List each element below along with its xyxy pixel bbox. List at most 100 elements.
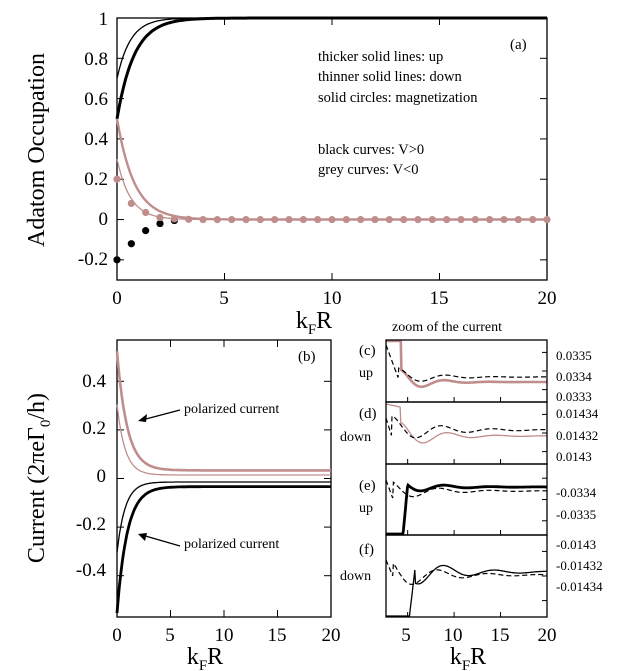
arrow-polarized-bottom bbox=[141, 534, 181, 547]
zoom-d-ytick: 0.01432 bbox=[556, 428, 598, 443]
zoom-xtick: 10 bbox=[444, 625, 463, 646]
zoom-d-label: (d) bbox=[359, 406, 377, 422]
zoom-f-label: (f) bbox=[359, 542, 374, 558]
panel-a-ytick: 0 bbox=[99, 209, 109, 230]
zoom-d-ytick: 0.01434 bbox=[556, 406, 599, 421]
zoom-series-line bbox=[386, 339, 547, 389]
zoom-e-label: (e) bbox=[359, 478, 376, 494]
panel-b-xtick: 0 bbox=[112, 625, 122, 646]
panel-a-magnetization-point bbox=[471, 215, 479, 224]
zoom-c-ytick: 0.0335 bbox=[556, 348, 592, 363]
panel-a-magnetization-point bbox=[443, 215, 451, 224]
zoom-c-ytick: 0.0333 bbox=[556, 389, 592, 404]
legend-line: grey curves: V<0 bbox=[318, 162, 419, 178]
zoom-c-side: up bbox=[359, 366, 373, 381]
panel-b-xtick: 15 bbox=[268, 625, 287, 646]
panel-b-frame bbox=[116, 339, 332, 618]
panel-a-magnetization-point bbox=[371, 215, 379, 224]
panel-a-magnetization-point bbox=[285, 215, 293, 224]
arrowhead-bottom bbox=[138, 533, 147, 541]
panel-a-xtick: 0 bbox=[112, 288, 122, 309]
zoom-xlabel: kFR bbox=[450, 644, 486, 671]
panel-a-magnetization-point bbox=[428, 215, 436, 224]
panel-b-label: (b) bbox=[298, 349, 316, 365]
panel-a-magnetization-point bbox=[156, 213, 164, 222]
zoom-e-frame bbox=[385, 463, 548, 536]
panel-b-series-line bbox=[116, 404, 331, 476]
annotation-polarized-top: polarized current bbox=[184, 402, 279, 417]
panel-a-magnetization-point bbox=[328, 215, 336, 224]
panel-a-magnetization-point bbox=[500, 215, 508, 224]
panel-a-magnetization-point bbox=[529, 215, 537, 224]
panel-b-series-line bbox=[115, 351, 331, 472]
zoom-f-frame bbox=[385, 534, 548, 618]
panel-a-magnetization-point bbox=[242, 215, 250, 224]
panel-a-magnetization-point bbox=[357, 215, 365, 224]
panel-b-ytick: 0.4 bbox=[82, 371, 106, 392]
panel-a-magnetization-point bbox=[543, 215, 551, 224]
panel-a-ytick: 0.4 bbox=[84, 129, 108, 150]
panel-b-ytick: -0.4 bbox=[76, 560, 107, 581]
panel-a-ytick: 0.8 bbox=[84, 49, 108, 70]
panel-b: 0.4 0.2 0 -0.2 -0.4 0 5 10 15 20 kFR Cur… bbox=[24, 339, 341, 671]
zoom-xtick: 15 bbox=[491, 625, 510, 646]
panel-a-magnetization-point bbox=[514, 215, 522, 224]
panel-a-ytick: 0.6 bbox=[84, 89, 108, 110]
zoom-c-frame bbox=[385, 339, 548, 403]
zoom-c-label: (c) bbox=[359, 343, 376, 359]
panel-a-magnetization-point bbox=[185, 215, 193, 223]
panel-a-xlabel: kFR bbox=[296, 308, 332, 338]
legend-line: thinner solid lines: down bbox=[318, 69, 463, 85]
zoom-series-line bbox=[385, 344, 547, 382]
zoom-ticks bbox=[407, 351, 548, 617]
annotation-polarized-bottom: polarized current bbox=[184, 537, 279, 552]
panel-a-magnetization-point bbox=[113, 256, 121, 264]
panel-a-magnetization-point bbox=[457, 215, 465, 224]
panel-a-xtick: 10 bbox=[323, 288, 342, 309]
panel-a-magnetization-point bbox=[156, 219, 164, 228]
panel-a-magnetization-point bbox=[113, 175, 121, 183]
panel-a-magnetization-point bbox=[199, 215, 207, 224]
panel-a-magnetization-point bbox=[414, 215, 422, 224]
zoom-f-ytick: -0.01432 bbox=[556, 558, 603, 573]
zoom-xtick: 5 bbox=[401, 625, 411, 646]
panel-a-magnetization-point bbox=[142, 227, 150, 235]
zoom-d-ytick: 0.0143 bbox=[556, 449, 592, 464]
panel-a-magnetization-point bbox=[213, 215, 221, 224]
panel-a-ytick: 1 bbox=[99, 9, 109, 30]
panel-b-xtick: 10 bbox=[215, 625, 234, 646]
panel-b-series-line bbox=[115, 485, 331, 614]
panel-b-xlabel: kFR bbox=[187, 644, 223, 671]
panel-a: 1 0.8 0.6 0.4 0.2 0 -0.2 0 5 10 15 20 kF… bbox=[24, 9, 557, 338]
panel-a-xtick: 15 bbox=[430, 288, 449, 309]
panel-a-ytick: 0.2 bbox=[84, 169, 108, 190]
panel-a-magnetization-point bbox=[127, 199, 135, 208]
legend-line: solid circles: magnetization bbox=[318, 90, 478, 106]
panel-a-magnetization-point bbox=[256, 215, 264, 224]
panel-b-ticks bbox=[116, 340, 332, 617]
zoom-series-line bbox=[386, 482, 547, 536]
zoom-f-side: down bbox=[340, 569, 371, 584]
legend-line: black curves: V>0 bbox=[318, 142, 424, 158]
panel-a-xtick: 5 bbox=[219, 288, 229, 309]
panel-a-magnetization-point bbox=[385, 215, 393, 224]
zoom-panels: zoom of the current (c) up (d) down (e) … bbox=[340, 320, 603, 671]
zoom-f-ytick: -0.0143 bbox=[556, 537, 596, 552]
panel-a-magnetization-point bbox=[314, 215, 322, 224]
panel-a-magnetization-point bbox=[170, 215, 178, 223]
panel-b-ytick: 0 bbox=[97, 466, 107, 487]
zoom-series-line bbox=[385, 479, 547, 499]
panel-a-xtick: 20 bbox=[538, 288, 557, 309]
panel-b-ylabel: Current (2πeΓ0/h) bbox=[24, 393, 54, 563]
panel-b-xtick: 5 bbox=[165, 625, 175, 646]
zoom-c-ytick: 0.0334 bbox=[556, 369, 592, 384]
panel-a-magnetization-point bbox=[342, 215, 350, 224]
panel-b-curves bbox=[115, 351, 331, 614]
zoom-f-ytick: -0.01434 bbox=[556, 579, 603, 594]
zoom-series-line bbox=[386, 564, 547, 617]
zoom-d-side: down bbox=[340, 430, 371, 445]
legend-line: thicker solid lines: up bbox=[318, 49, 443, 65]
panel-b-series-line bbox=[116, 481, 331, 553]
zoom-curves bbox=[385, 339, 547, 617]
zoom-series-line bbox=[385, 403, 547, 444]
